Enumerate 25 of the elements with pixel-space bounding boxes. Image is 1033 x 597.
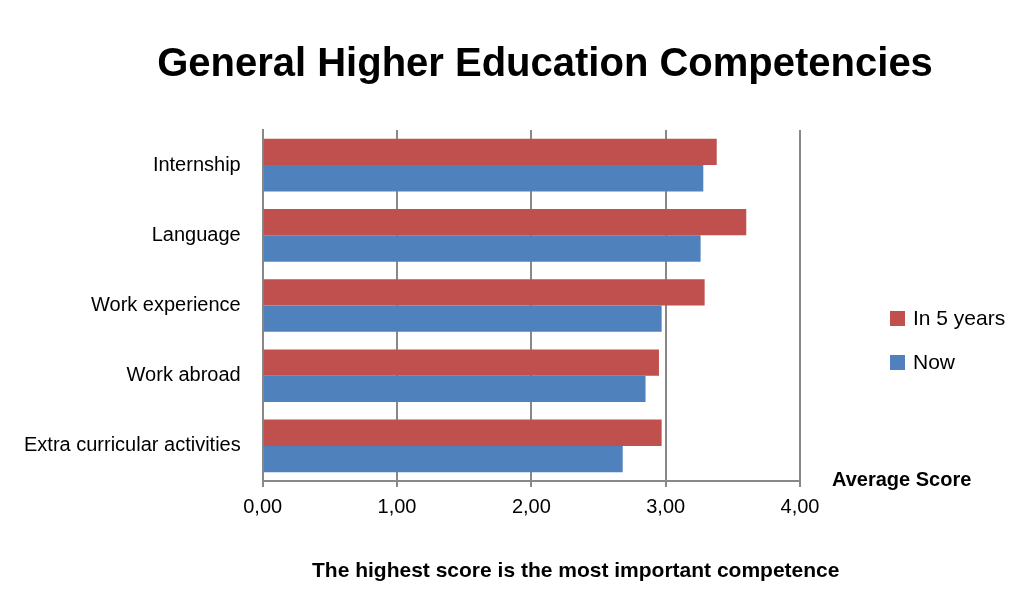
bar [263,305,662,332]
y-tick-label: Work abroad [126,363,241,386]
x-axis-title: Average Score [832,468,972,491]
x-tick-label: 4,00 [780,494,820,517]
bar [263,235,701,262]
chart-title: General Higher Education Competencies [156,40,934,85]
bar [263,165,704,192]
y-tick-label: Language [151,222,241,245]
bar [263,375,646,403]
legend-label: In 5 years [913,306,1006,330]
bar [263,138,717,166]
bar [263,419,662,446]
y-tick-label: Work experience [91,293,241,316]
bar [263,279,705,306]
legend-label: Now [913,350,956,374]
y-tick-label: Internship [152,152,241,175]
text: The highest score is the most important competence [312,558,840,582]
x-tick-label: 1,00 [377,494,417,517]
x-tick-label: 2,00 [511,494,551,517]
bar [263,349,659,376]
bar [263,445,623,473]
x-tick-label: 0,00 [243,494,283,517]
bar [263,208,747,236]
x-tick-label: 3,00 [646,494,686,517]
y-tick-label: Extra curricular activities [24,433,241,456]
